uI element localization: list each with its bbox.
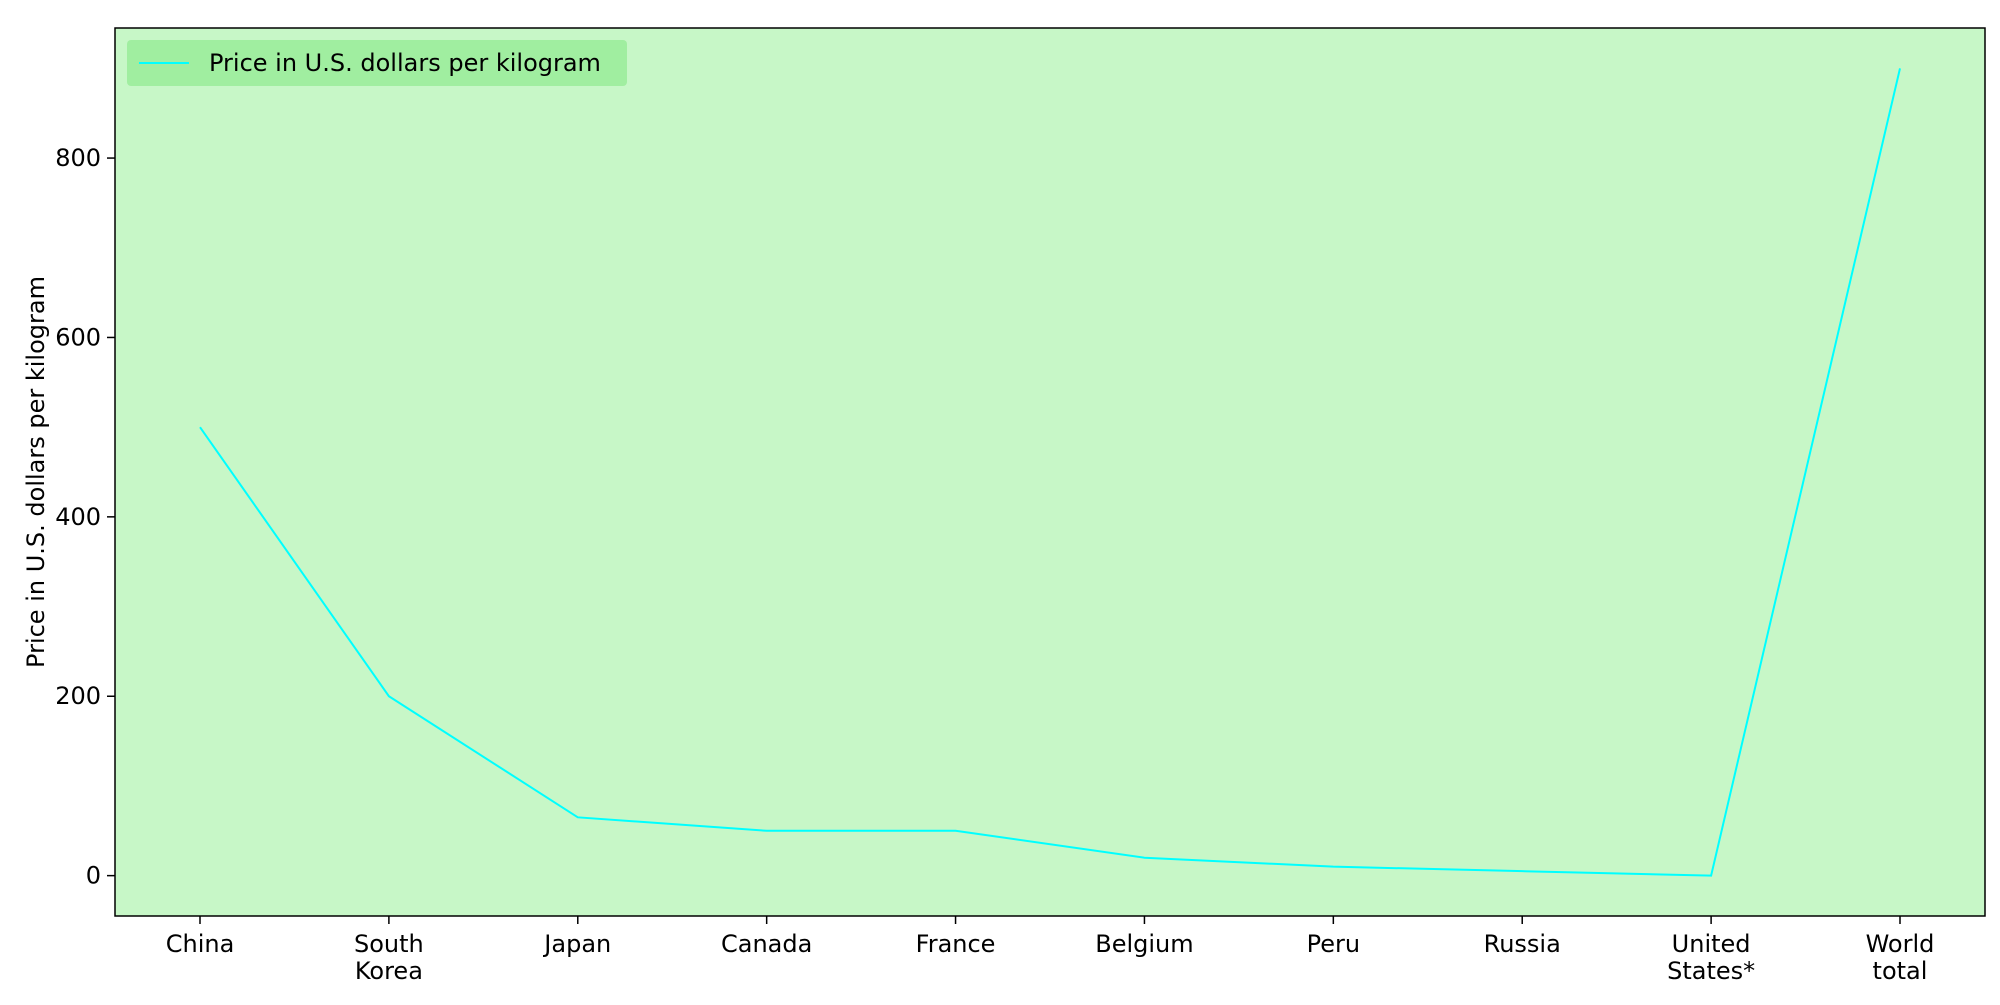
x-tick-label: China — [166, 930, 235, 958]
y-tick-label: 600 — [55, 323, 101, 351]
x-tick-label: United States* — [1667, 930, 1755, 985]
y-tick-label: 0 — [86, 862, 101, 890]
series-line — [199, 68, 1901, 877]
x-tick-label: Belgium — [1095, 930, 1193, 958]
x-tick-label: Canada — [721, 930, 812, 958]
legend-label: Price in U.S. dollars per kilogram — [209, 49, 601, 77]
y-tick-label: 200 — [55, 682, 101, 710]
legend: Price in U.S. dollars per kilogram — [127, 40, 627, 86]
y-tick-label: 800 — [55, 144, 101, 172]
x-tick-label: Peru — [1307, 930, 1360, 958]
y-tick-label: 400 — [55, 503, 101, 531]
x-tick-label: France — [916, 930, 996, 958]
x-tick-label: Russia — [1484, 930, 1561, 958]
y-axis: 0 200 400 600 800 — [55, 144, 115, 890]
x-tick-label: South Korea — [354, 930, 424, 985]
y-axis-label: Price in U.S. dollars per kilogram — [22, 276, 50, 668]
plot-area — [114, 27, 1986, 917]
legend-box — [127, 40, 627, 86]
x-tick-label: World total — [1866, 930, 1935, 985]
x-axis: China South Korea Japan Canada France Belgium P… — [166, 916, 1935, 985]
x-tick-label: Japan — [542, 930, 611, 958]
